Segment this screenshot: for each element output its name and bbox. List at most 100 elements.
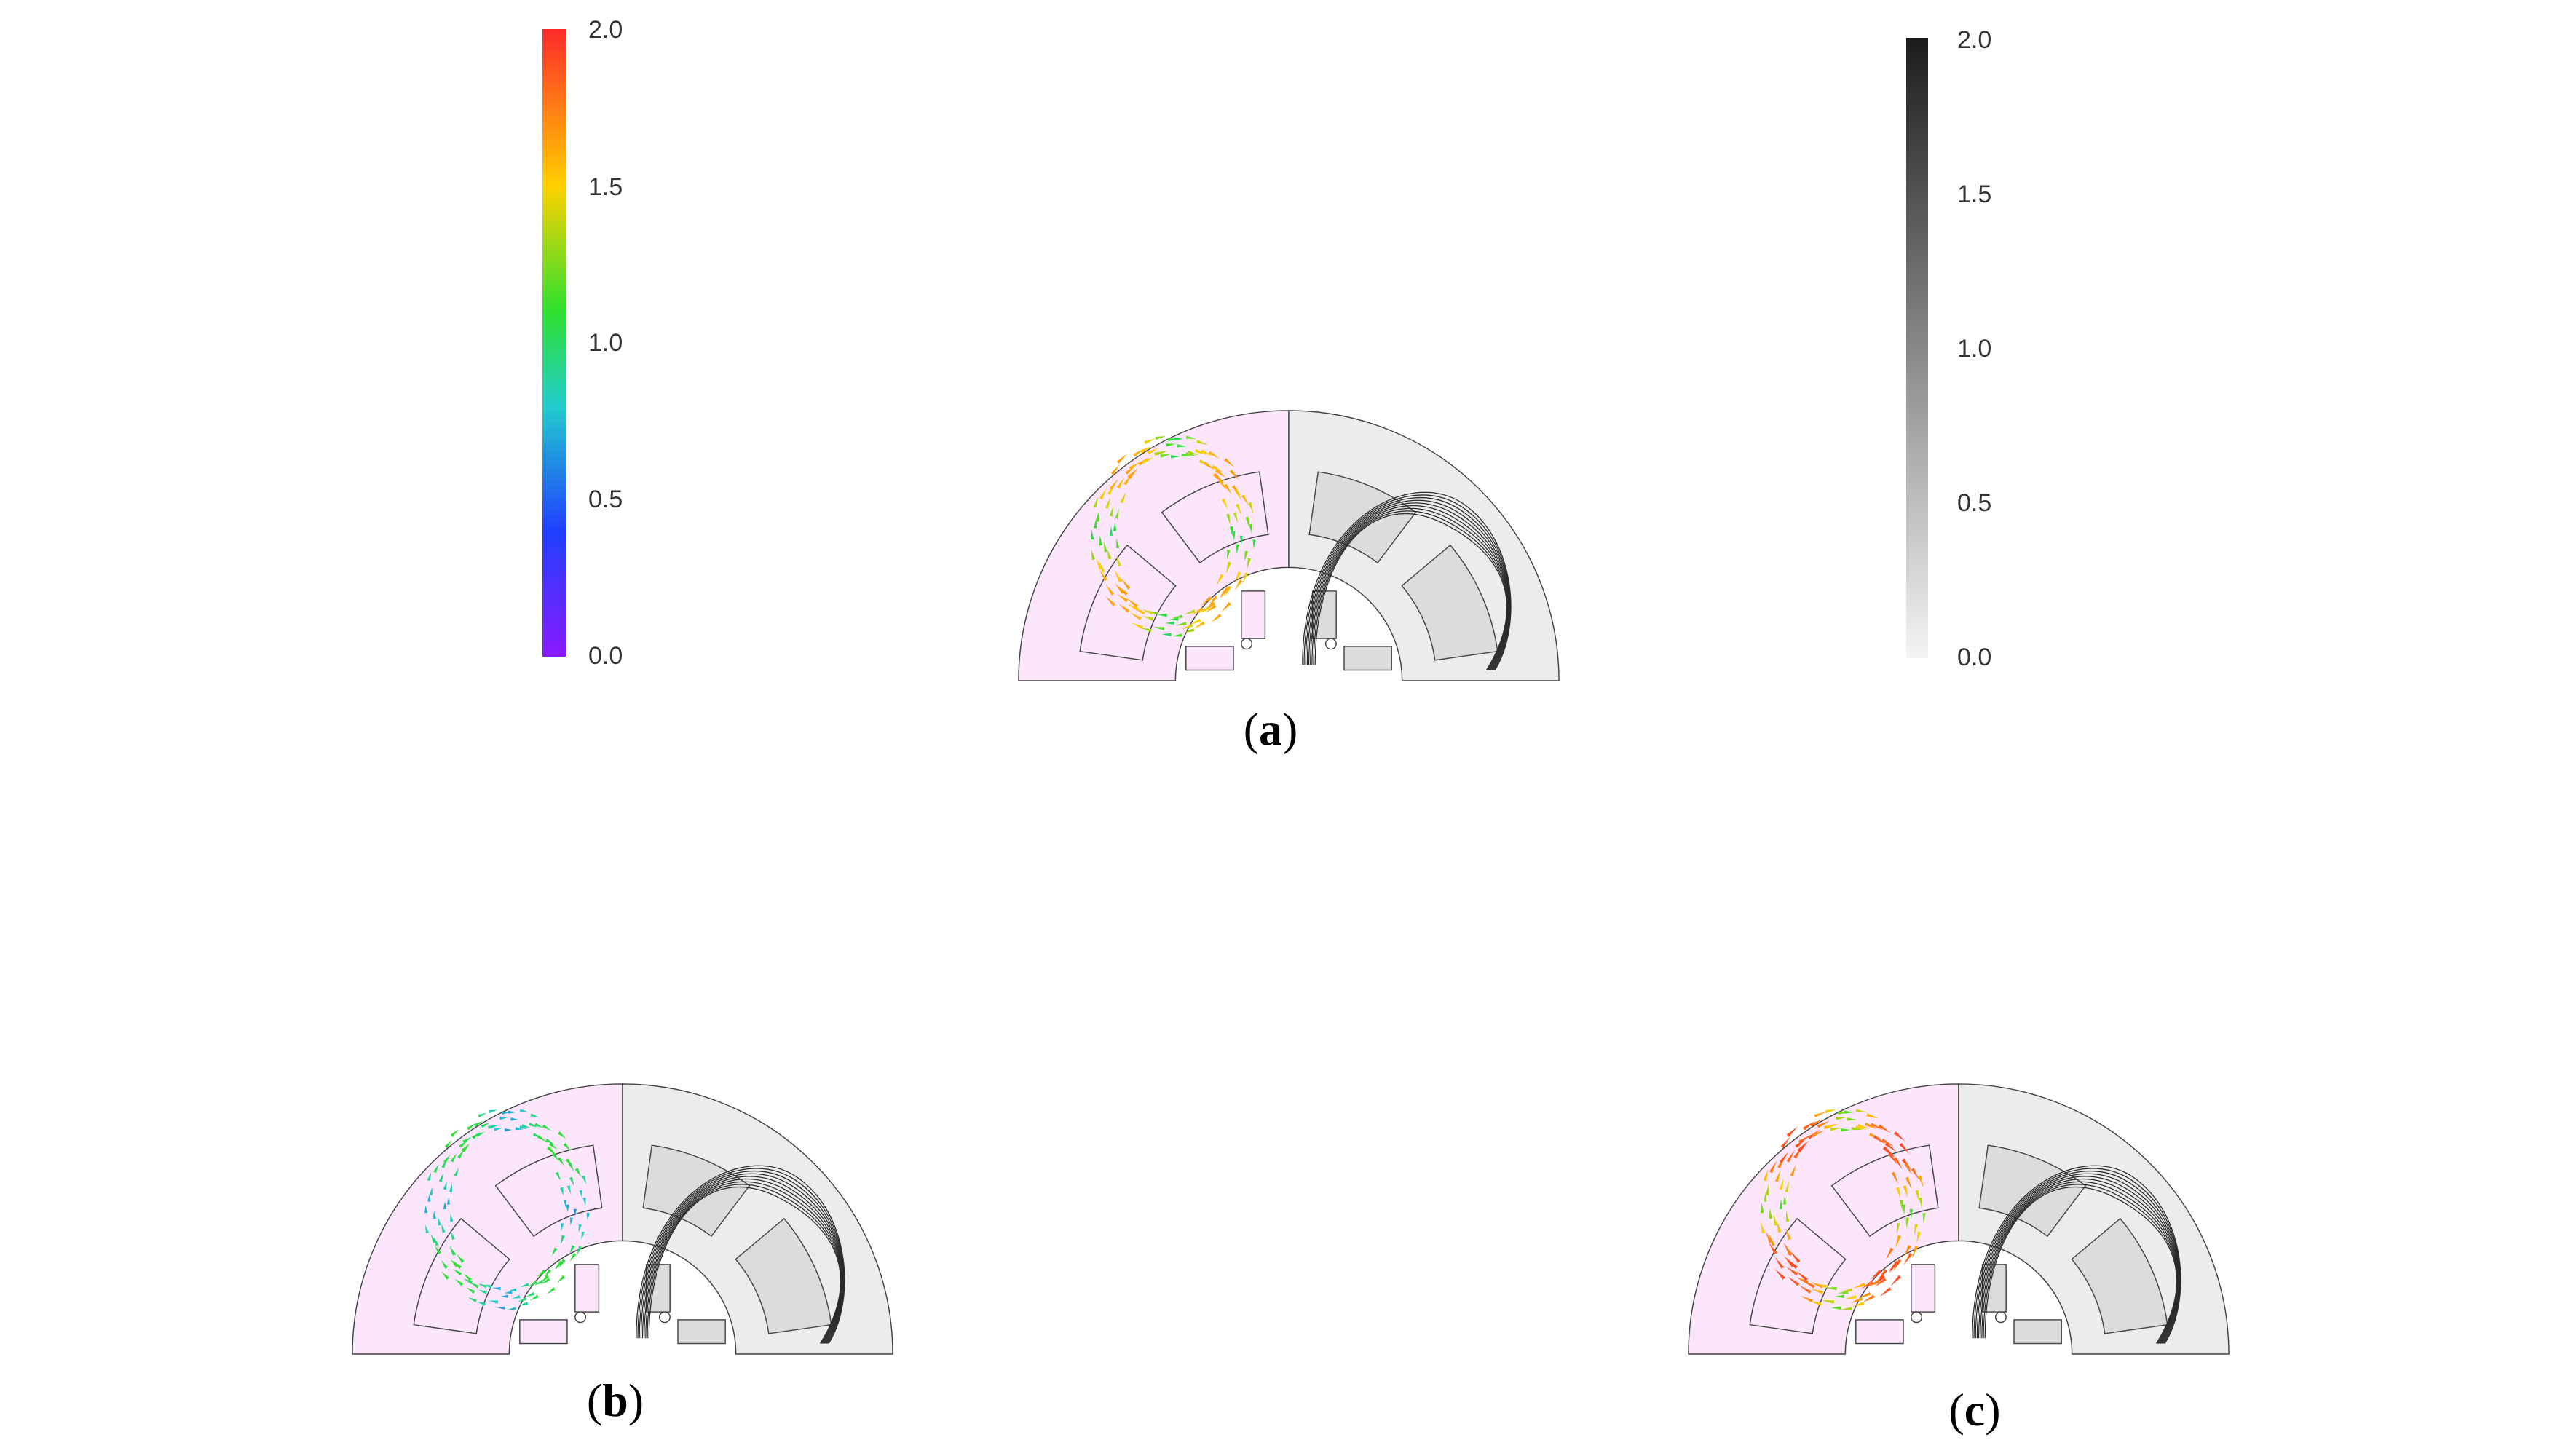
vector-arrow bbox=[1779, 1151, 1789, 1163]
vector-arrow bbox=[1234, 571, 1241, 583]
rotor-magnet bbox=[1185, 646, 1234, 671]
vector-arrow bbox=[1185, 435, 1197, 439]
vector-arrow bbox=[1909, 1208, 1914, 1219]
vector-arrow bbox=[470, 1282, 479, 1289]
vector-arrow bbox=[1833, 1294, 1844, 1298]
vector-arrow bbox=[1904, 1162, 1912, 1175]
vector-arrow bbox=[1786, 1210, 1790, 1222]
vector-arrow bbox=[441, 1259, 449, 1269]
vector-arrow bbox=[1800, 1295, 1813, 1303]
flux-line bbox=[636, 1165, 845, 1344]
vector-arrow bbox=[1870, 1269, 1882, 1280]
vector-arrow bbox=[546, 1286, 556, 1294]
vector-arrow bbox=[534, 1123, 544, 1128]
vector-arrow bbox=[1826, 1286, 1837, 1291]
vector-arrow bbox=[1099, 561, 1105, 573]
vector-arrow bbox=[1763, 1190, 1767, 1202]
vector-arrow bbox=[449, 1246, 456, 1255]
vector-arrow bbox=[438, 1173, 443, 1182]
flux-line bbox=[644, 1178, 843, 1344]
vector-arrow bbox=[1193, 621, 1205, 629]
vector-half-background bbox=[352, 1083, 623, 1355]
vector-arrow bbox=[1189, 618, 1201, 625]
flux-line bbox=[645, 1181, 842, 1344]
vector-arrow bbox=[1239, 535, 1244, 545]
vector-arrow bbox=[1905, 1217, 1909, 1229]
flux-half-background bbox=[622, 1083, 893, 1355]
vector-arrow bbox=[529, 1294, 539, 1301]
vector-arrow bbox=[577, 1246, 582, 1255]
stator-slot bbox=[735, 1217, 832, 1334]
vector-arrow bbox=[454, 1167, 459, 1177]
vector-arrow bbox=[1884, 1142, 1897, 1152]
stator-slot bbox=[1079, 544, 1177, 661]
vector-colorbar-strip bbox=[542, 29, 566, 657]
vector-arrow bbox=[1161, 633, 1172, 636]
vector-arrow bbox=[1172, 614, 1183, 618]
vector-arrow bbox=[429, 1187, 433, 1195]
vector-arrow bbox=[478, 1112, 487, 1118]
rotor-magnet bbox=[1911, 1264, 1936, 1313]
vector-arrow bbox=[500, 1294, 508, 1298]
vector-arrow bbox=[1776, 1220, 1782, 1233]
vector-arrow bbox=[1166, 443, 1177, 447]
vector-arrow bbox=[1249, 523, 1252, 534]
rotor-magnet bbox=[519, 1319, 568, 1345]
flux-line bbox=[1983, 1184, 2178, 1344]
rotor-hole bbox=[574, 1311, 587, 1324]
vector-arrow bbox=[438, 1216, 441, 1226]
vector-arrow bbox=[560, 1235, 565, 1244]
vector-arrow bbox=[1822, 1299, 1834, 1304]
vector-arrow bbox=[557, 1157, 564, 1166]
vector-arrow bbox=[467, 1123, 476, 1131]
vector-field-half bbox=[1688, 1083, 1959, 1355]
vector-arrow bbox=[1830, 1127, 1841, 1131]
vector-arrow bbox=[563, 1200, 567, 1208]
flux-colorbar-tick: 2.0 bbox=[1957, 26, 1991, 54]
vector-arrow bbox=[566, 1204, 569, 1213]
flux-line bbox=[1303, 494, 1511, 670]
flux-colorbar-tick: 0.0 bbox=[1957, 644, 1991, 671]
stator-slot bbox=[1749, 1217, 1847, 1334]
flux-line bbox=[1972, 1165, 2181, 1344]
vector-arrow bbox=[1893, 1259, 1902, 1272]
vector-arrow bbox=[521, 1124, 531, 1128]
vector-arrow bbox=[566, 1185, 572, 1195]
vector-arrow bbox=[1184, 609, 1196, 615]
vector-colorbar-tick: 0.0 bbox=[588, 642, 623, 670]
vector-arrow bbox=[433, 1237, 439, 1246]
vector-arrow bbox=[478, 1283, 487, 1289]
vector-arrow bbox=[1830, 1306, 1841, 1310]
vector-arrow bbox=[1888, 1260, 1899, 1273]
vector-arrow bbox=[1899, 1142, 1910, 1155]
vector-arrow bbox=[1132, 622, 1143, 630]
vector-arrow bbox=[1181, 623, 1193, 630]
vector-arrow bbox=[489, 1300, 498, 1304]
vector-arrow bbox=[1175, 621, 1187, 626]
vector-arrow bbox=[1221, 498, 1228, 510]
vector-arrow bbox=[457, 1150, 465, 1159]
vector-arrow bbox=[1144, 438, 1156, 445]
vector-arrow bbox=[1129, 462, 1140, 470]
vector-arrow bbox=[1208, 595, 1218, 606]
vector-arrow bbox=[1134, 607, 1145, 615]
vector-arrow bbox=[1783, 1242, 1792, 1255]
vector-arrow bbox=[1852, 1302, 1865, 1307]
stator-slot bbox=[1401, 544, 1498, 661]
flux-line-half bbox=[622, 1083, 893, 1355]
vector-arrow bbox=[573, 1208, 577, 1217]
flux-line bbox=[1305, 497, 1511, 670]
vector-arrow bbox=[467, 1297, 477, 1303]
vector-arrow bbox=[427, 1193, 431, 1202]
vector-arrow bbox=[1105, 596, 1115, 606]
vector-arrow bbox=[474, 1120, 483, 1128]
vector-arrow bbox=[497, 1306, 505, 1310]
vector-arrow bbox=[519, 1109, 529, 1112]
vector-arrow bbox=[555, 1171, 561, 1182]
vector-arrow bbox=[1867, 1279, 1880, 1287]
vector-arrow bbox=[1105, 584, 1115, 596]
vector-arrow bbox=[502, 1111, 510, 1115]
vector-arrow bbox=[1095, 511, 1099, 522]
vector-arrow bbox=[528, 1280, 537, 1287]
vector-arrow bbox=[454, 1278, 464, 1286]
